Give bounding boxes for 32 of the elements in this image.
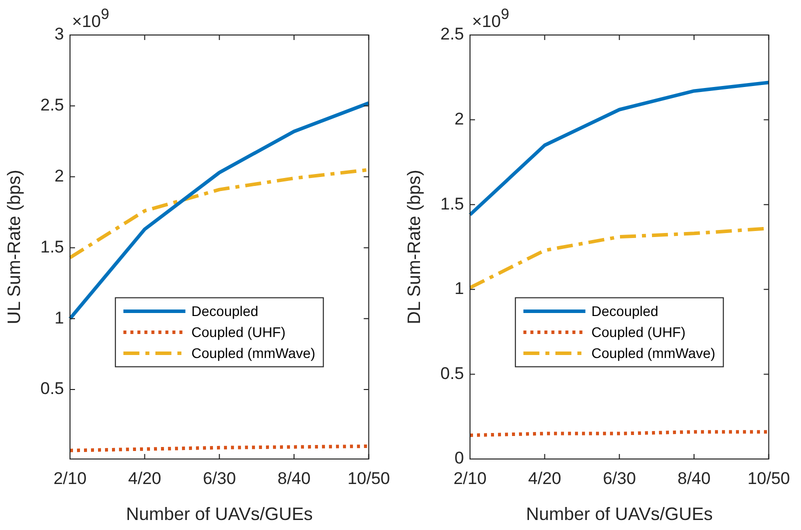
x-tick-label: 2/10 [453, 468, 487, 488]
x-tick-label: 4/20 [128, 468, 162, 488]
y-tick-label: 0.5 [440, 364, 464, 383]
y-tick-label: 0 [454, 448, 464, 468]
y-tick-label: 2.5 [40, 96, 64, 115]
y-tick-label: 2.5 [440, 24, 464, 44]
y-tick-label: 2 [454, 109, 464, 128]
legend-label: Coupled (mmWave) [191, 345, 316, 362]
x-tick-label: 10/50 [347, 468, 390, 488]
y-axis-title: UL Sum-Rate (bps) [4, 170, 24, 324]
y-tick-label: 1.5 [440, 194, 464, 214]
x-axis-title: Number of UAVs/GUEs [126, 504, 313, 524]
y-tick-label: 1 [54, 308, 64, 328]
x-tick-label: 6/30 [602, 468, 636, 488]
x-tick-label: 8/40 [278, 468, 311, 488]
x-axis-title: Number of UAVs/GUEs [526, 504, 713, 524]
y-tick-label: 2 [54, 166, 64, 186]
legend-label: Decoupled [191, 303, 258, 320]
legend-label: Coupled (UHF) [591, 324, 686, 340]
x-tick-label: 2/10 [53, 468, 87, 488]
y-tick-label: 0.5 [40, 379, 64, 398]
x-tick-label: 8/40 [678, 468, 711, 488]
x-tick-label: 10/50 [747, 468, 790, 488]
x-tick-label: 4/20 [528, 468, 562, 488]
y-tick-label: 1.5 [40, 237, 64, 256]
x-tick-label: 6/30 [202, 468, 236, 488]
y-axis-title: DL Sum-Rate (bps) [404, 170, 424, 324]
y-tick-label: 1 [454, 279, 464, 298]
legend-label: Coupled (mmWave) [591, 345, 716, 362]
y-tick-label: 3 [54, 24, 64, 44]
legend-label: Coupled (UHF) [191, 324, 286, 340]
legend-label: Decoupled [591, 303, 658, 320]
